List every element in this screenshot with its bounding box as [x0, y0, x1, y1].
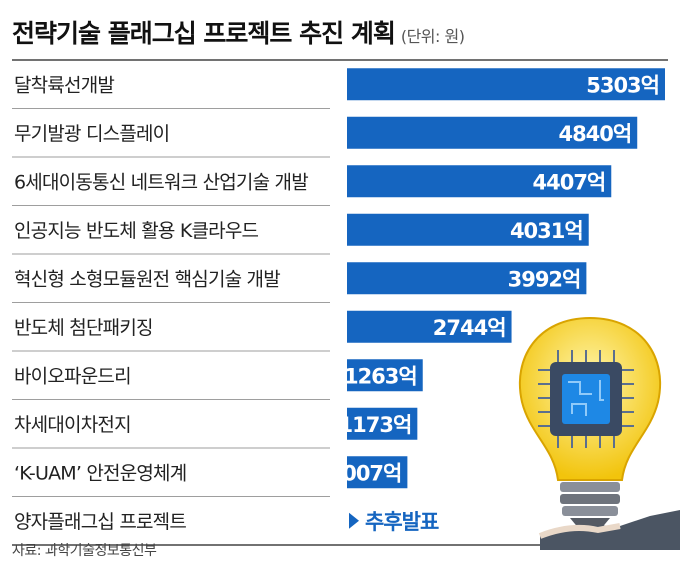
category-label: 6세대이동통신 네트워크 산업기술 개발 [14, 171, 308, 193]
bar [347, 213, 589, 246]
data-label: 1173억 [339, 413, 412, 437]
category-label: 바이오파운드리 [14, 365, 131, 387]
source-note: 자료: 과학기술정보통신부 [12, 543, 157, 559]
data-label: 추후발표 [365, 510, 439, 534]
data-label: 1007억 [329, 461, 402, 485]
unit-label: (단위: 원) [400, 27, 465, 46]
category-label: 달착륙선개발 [14, 74, 114, 96]
category-label: ‘K-UAM’ 안전운영체계 [14, 462, 186, 484]
data-label: 4407억 [532, 170, 605, 194]
chart-header: 전략기술 플래그십 프로젝트 추진 계획 (단위: 원) [12, 14, 465, 50]
category-label: 차세대이차전지 [14, 414, 131, 436]
lightbulb-chip-illustration [518, 316, 680, 550]
category-label: 반도체 첨단패키징 [14, 317, 153, 339]
pending-marker-icon [349, 512, 359, 529]
category-label: 양자플래그십 프로젝트 [14, 511, 186, 533]
bar [347, 262, 587, 295]
bar [347, 68, 665, 101]
data-label: 3992억 [508, 267, 581, 291]
category-label: 인공지능 반도체 활용 K클라우드 [14, 220, 259, 242]
bar [347, 407, 418, 440]
bar [347, 310, 512, 343]
bar [347, 456, 408, 489]
data-label: 4031억 [510, 219, 583, 243]
chart-title: 전략기술 플래그십 프로젝트 추진 계획 [12, 19, 396, 48]
data-label: 4840억 [558, 122, 631, 146]
bar [347, 359, 423, 392]
data-label: 2744억 [433, 316, 506, 340]
category-label: 혁신형 소형모듈원전 핵심기술 개발 [14, 268, 280, 290]
data-label: 5303억 [586, 73, 659, 97]
bar [347, 116, 638, 149]
category-label: 무기발광 디스플레이 [14, 123, 169, 145]
bar [347, 165, 612, 198]
data-label: 1263억 [344, 364, 417, 388]
